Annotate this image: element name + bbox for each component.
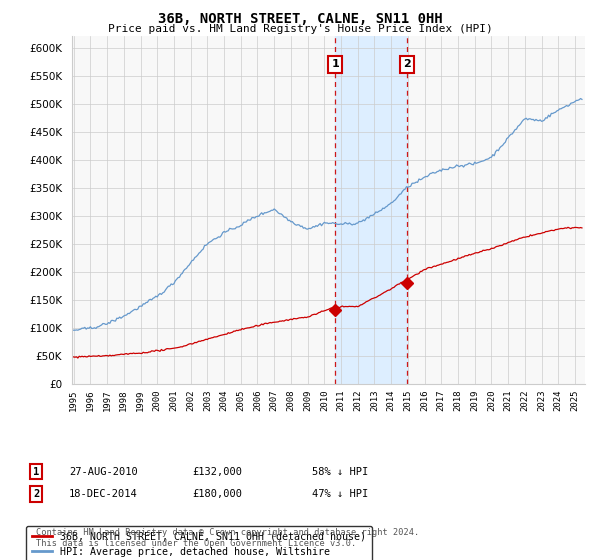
Text: 1: 1	[33, 466, 39, 477]
Legend: 36B, NORTH STREET, CALNE, SN11 0HH (detached house), HPI: Average price, detache: 36B, NORTH STREET, CALNE, SN11 0HH (deta…	[26, 526, 372, 560]
Text: 2: 2	[403, 59, 411, 69]
Bar	[335, 36, 407, 384]
Text: 58% ↓ HPI: 58% ↓ HPI	[312, 466, 368, 477]
Text: Contains HM Land Registry data © Crown copyright and database right 2024.
This d: Contains HM Land Registry data © Crown c…	[36, 528, 419, 548]
Text: 18-DEC-2014: 18-DEC-2014	[69, 489, 138, 499]
Text: 1: 1	[331, 59, 339, 69]
Text: Price paid vs. HM Land Registry's House Price Index (HPI): Price paid vs. HM Land Registry's House …	[107, 24, 493, 34]
Text: 27-AUG-2010: 27-AUG-2010	[69, 466, 138, 477]
Text: 36B, NORTH STREET, CALNE, SN11 0HH: 36B, NORTH STREET, CALNE, SN11 0HH	[158, 12, 442, 26]
Text: £132,000: £132,000	[192, 466, 242, 477]
Text: £180,000: £180,000	[192, 489, 242, 499]
Text: 47% ↓ HPI: 47% ↓ HPI	[312, 489, 368, 499]
Text: 2: 2	[33, 489, 39, 499]
